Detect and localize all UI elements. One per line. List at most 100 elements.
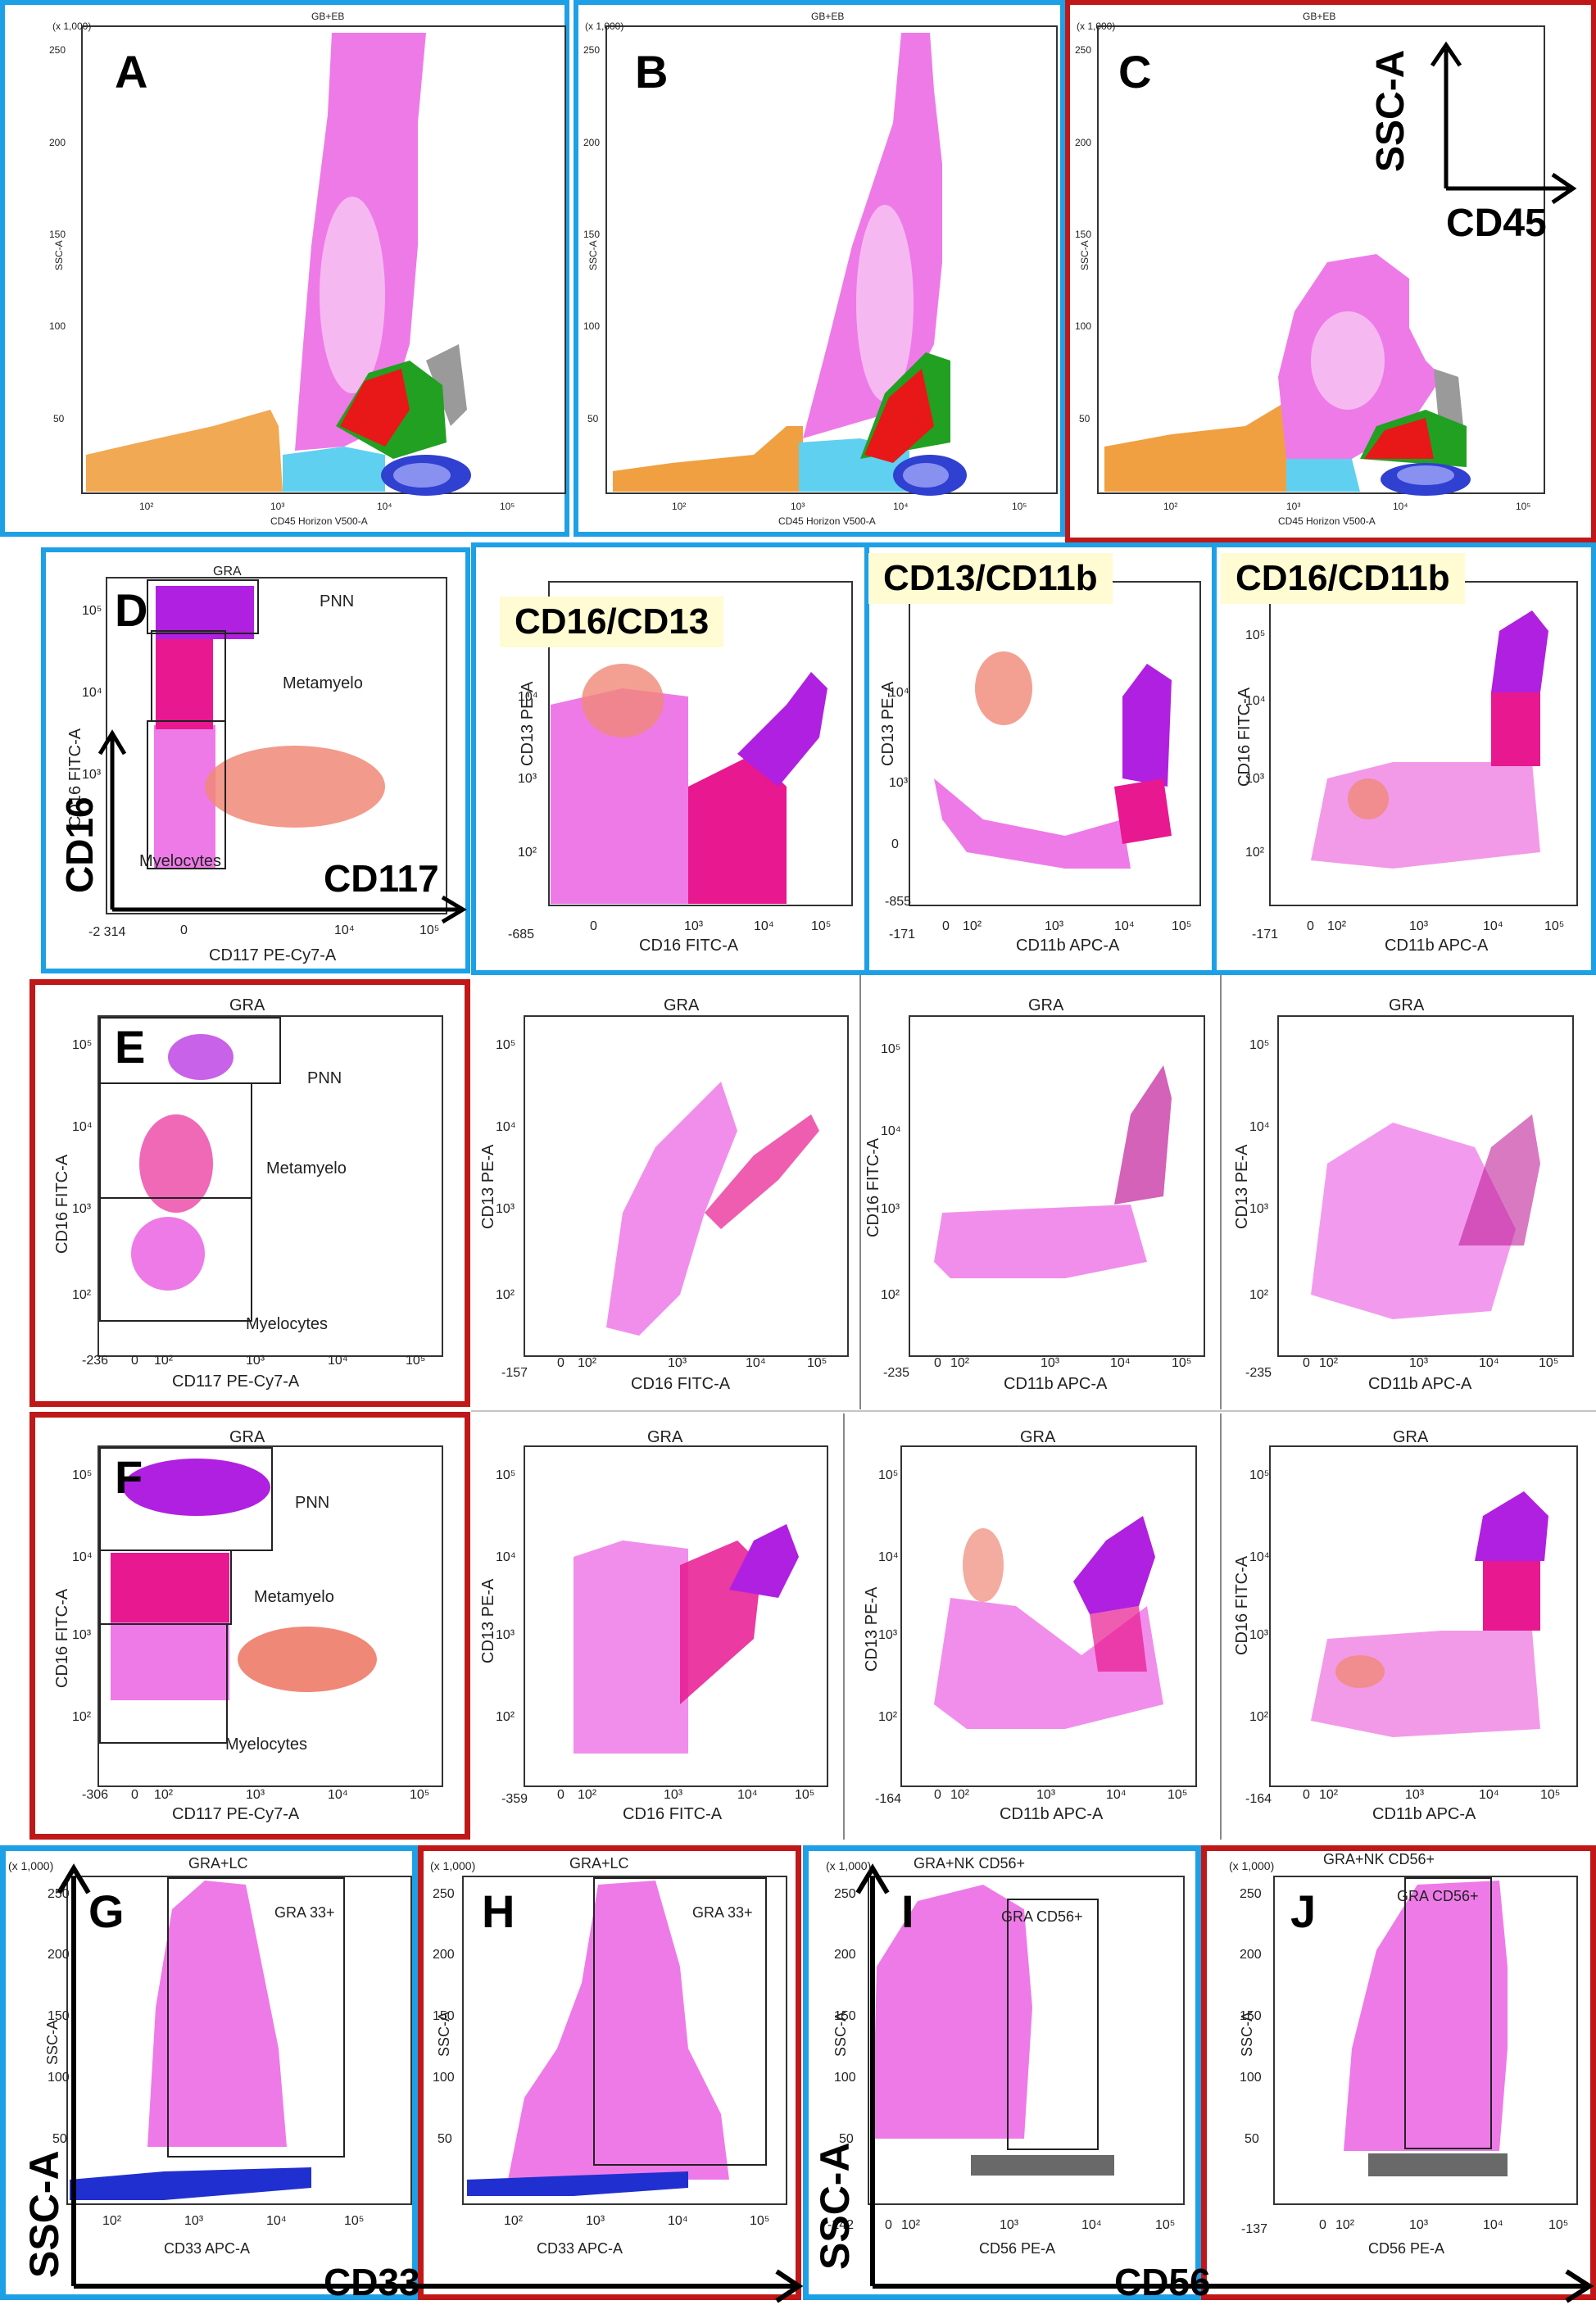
panel-h-gate bbox=[593, 1877, 767, 2166]
panel-h-plot bbox=[462, 1876, 787, 2205]
panel-j-scale: (x 1,000) bbox=[1229, 1859, 1274, 1872]
panel-i-tick-200: 200 bbox=[834, 1948, 856, 1962]
panel-j-tick-100: 100 bbox=[1240, 2071, 1262, 2085]
panel-i-xtick-4: 10⁴ bbox=[1081, 2218, 1102, 2232]
row2-plot2-ytick-0: 0 bbox=[891, 837, 899, 851]
row3-plot3-xtick-5: 10⁵ bbox=[1539, 1356, 1558, 1370]
row4-plot2-xmin: -164 bbox=[875, 1792, 901, 1806]
panel-i-ylabel: SSC-A bbox=[832, 2012, 849, 2057]
row3-plot1-xlabel: CD16 FITC-A bbox=[631, 1375, 731, 1393]
row3-plot3-ylabel: CD13 PE-A bbox=[1233, 1144, 1251, 1229]
panel-f-ytick-4: 10⁴ bbox=[72, 1550, 93, 1564]
row5-labels: GRA+LC GRA 33+ CD33 APC-A SSC-A (x 1,000… bbox=[8, 1851, 1568, 2257]
panel-f-myelocytes-label: Myelocytes bbox=[225, 1736, 307, 1754]
row2-plot1-ytick-2: 10² bbox=[518, 846, 537, 860]
row3-plot1 bbox=[524, 1015, 849, 1357]
panel-c-tick-100: 100 bbox=[1075, 320, 1091, 332]
row2-plot3-xtick-4: 10⁴ bbox=[1483, 919, 1503, 933]
panel-d-pnn-label: PNN bbox=[320, 592, 354, 610]
panel-h-magenta-population bbox=[508, 1881, 729, 2180]
row4-plot3-xtick-0: 0 bbox=[1303, 1788, 1310, 1802]
row3-plot1-ylabel: CD13 PE-A bbox=[479, 1144, 497, 1229]
row2-svg: GRA PNN Metamyelo Myelocytes CD117 PE-Cy… bbox=[66, 565, 1578, 964]
row3-plot3-xlabel: CD11b APC-A bbox=[1368, 1375, 1472, 1393]
row2-plot2-violet-population bbox=[1122, 664, 1172, 787]
panel-f-xtick-3: 10³ bbox=[246, 1788, 265, 1802]
panel-f-metamyelo-label: Metamyelo bbox=[254, 1588, 334, 1606]
panel-a-ylabel: SSC-A bbox=[53, 240, 65, 270]
panel-j-tick-250: 250 bbox=[1240, 1887, 1262, 1901]
row3-plot2-gate: GRA bbox=[1028, 996, 1064, 1014]
panel-b-tick-200: 200 bbox=[583, 137, 600, 148]
row4-plot2-ylabel: CD13 PE-A bbox=[863, 1586, 881, 1672]
row4-plot3-ytick-4: 10⁴ bbox=[1249, 1550, 1270, 1564]
row1-axis-legend bbox=[1430, 41, 1577, 205]
row2-plot3-violet-population bbox=[1491, 610, 1548, 692]
panel-e-gate-myelocytes bbox=[99, 1197, 252, 1322]
row3-plot2-ytick-2: 10² bbox=[881, 1288, 900, 1302]
row3-plot2-xtick-0: 0 bbox=[934, 1356, 941, 1370]
panel-j-plot bbox=[1273, 1876, 1578, 2205]
row3-plot3-ytick-4: 10⁴ bbox=[1249, 1120, 1270, 1134]
panel-h-ylabel: SSC-A bbox=[436, 2012, 452, 2057]
row2-plot2-xtick-2: 10² bbox=[963, 919, 982, 933]
panel-j-letter: J bbox=[1290, 1885, 1317, 1937]
panel-c-gate: GB+EB bbox=[1303, 11, 1335, 22]
panel-f-xlabel: CD117 PE-Cy7-A bbox=[172, 1805, 300, 1823]
panel-j-xtick-0: 0 bbox=[1319, 2218, 1326, 2232]
panel-c-magenta-core bbox=[1311, 311, 1385, 410]
row4-plot3 bbox=[1269, 1445, 1578, 1787]
row2-plot3-ytick-5: 10⁵ bbox=[1245, 628, 1265, 642]
panel-g-region: GRA 33+ bbox=[274, 1904, 335, 1921]
row2-plot1-xtick-3: 10³ bbox=[684, 919, 704, 933]
tag-cd16-cd11b: CD16/CD11b bbox=[1221, 553, 1465, 604]
frame-j bbox=[1201, 1845, 1596, 2300]
row4-plot1-violet-population bbox=[729, 1524, 799, 1598]
row2-plot3-pink-population bbox=[1491, 692, 1540, 766]
panel-g-tick-250: 250 bbox=[48, 1887, 70, 1901]
panel-i-gate-title: GRA+NK CD56+ bbox=[914, 1855, 1025, 1872]
panel-j-tick-150: 150 bbox=[1240, 2009, 1262, 2023]
panel-e-pnn-label: PNN bbox=[307, 1069, 342, 1087]
panel-a-xlabel: CD45 Horizon V500-A bbox=[270, 515, 368, 527]
tag-cd16-cd13: CD16/CD13 bbox=[500, 597, 724, 647]
panel-i-xtick-3: 10³ bbox=[1000, 2218, 1019, 2232]
panel-f-metamyelo-population bbox=[111, 1553, 229, 1622]
panel-d-salmon-population bbox=[205, 746, 385, 828]
panel-c-red-population bbox=[1364, 418, 1434, 459]
row3-plot1-ytick-3: 10³ bbox=[496, 1202, 515, 1216]
row3-plot2-ytick-5: 10⁵ bbox=[881, 1042, 900, 1056]
panel-g-letter: G bbox=[88, 1885, 125, 1937]
panel-f-salmon-population bbox=[238, 1627, 377, 1692]
row2-plot1-pink-population bbox=[688, 754, 787, 904]
row2-plot2-salmon-population bbox=[975, 651, 1032, 725]
panel-b-tick-50: 50 bbox=[587, 413, 599, 424]
panel-e-ylabel: CD16 FITC-A bbox=[53, 1154, 71, 1254]
panel-d-ytick-4: 10⁴ bbox=[82, 686, 102, 700]
panel-a-cyan-population bbox=[283, 447, 385, 492]
row2-plot2-ymin: -855 bbox=[885, 895, 911, 909]
panel-h-scale: (x 1,000) bbox=[430, 1859, 475, 1872]
panel-f-xmin: -306 bbox=[82, 1788, 108, 1802]
row4-plot2-xtick-3: 10³ bbox=[1036, 1788, 1056, 1802]
panel-e-xmin: -236 bbox=[82, 1354, 108, 1368]
panel-j-ylabel: SSC-A bbox=[1239, 2012, 1255, 2057]
row4-plot3-xtick-2: 10² bbox=[1319, 1788, 1339, 1802]
panel-f-ytick-5: 10⁵ bbox=[72, 1468, 92, 1482]
panel-e-xlabel: CD117 PE-Cy7-A bbox=[172, 1373, 300, 1391]
panel-e-xtick-3: 10³ bbox=[246, 1354, 265, 1368]
row4-plot3-xtick-5: 10⁵ bbox=[1540, 1788, 1560, 1802]
row2-plot1-ytick-3: 10³ bbox=[518, 772, 537, 786]
panel-g-xtick-2: 10² bbox=[102, 2214, 122, 2228]
row5-big-y-label-mid: SSC-A bbox=[812, 2142, 858, 2270]
row4-plot2-ytick-2: 10² bbox=[878, 1710, 898, 1724]
panel-f-xtick-0: 0 bbox=[131, 1788, 138, 1802]
panel-g-tick-200: 200 bbox=[48, 1948, 70, 1962]
row3-plot2 bbox=[909, 1015, 1205, 1357]
panel-f-xtick-2: 10² bbox=[154, 1788, 174, 1802]
panel-g-xtick-3: 10³ bbox=[184, 2214, 204, 2228]
panel-f-ytick-2: 10² bbox=[72, 1710, 92, 1724]
row2-plot3-ytick-4: 10⁴ bbox=[1245, 694, 1266, 708]
panel-i-xtick-5: 10⁵ bbox=[1155, 2218, 1175, 2232]
